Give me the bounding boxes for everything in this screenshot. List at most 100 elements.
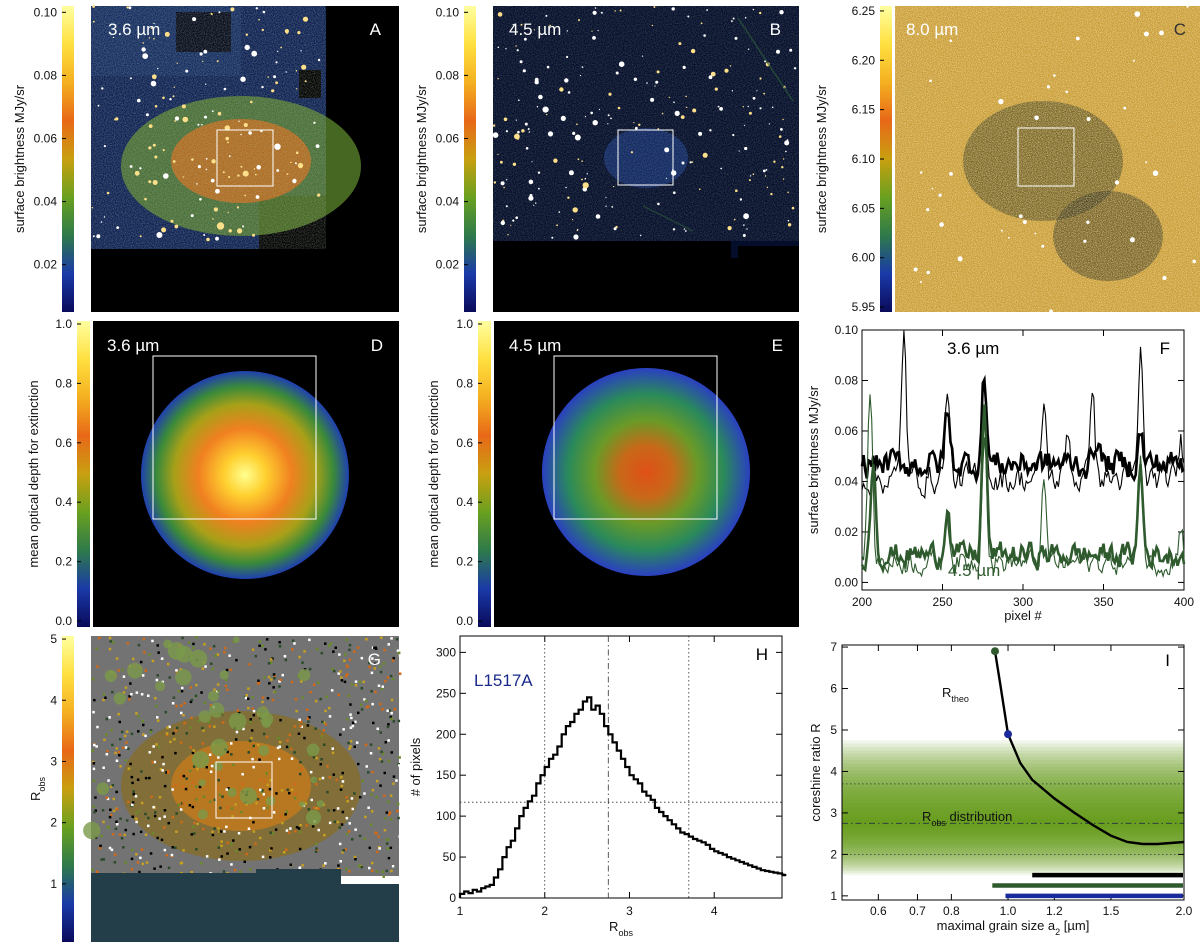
pixel xyxy=(147,816,150,820)
star xyxy=(641,55,644,57)
pixel xyxy=(200,691,203,694)
star xyxy=(689,161,692,164)
star xyxy=(1034,115,1039,121)
star xyxy=(633,121,635,124)
star xyxy=(527,128,530,130)
star xyxy=(202,60,204,63)
star xyxy=(787,219,790,222)
y-tick-label: 3 xyxy=(830,806,837,820)
star xyxy=(731,90,734,92)
pixel xyxy=(313,806,316,810)
plot-frame xyxy=(459,635,783,899)
pixel xyxy=(337,864,340,867)
pixel xyxy=(195,798,198,801)
star xyxy=(773,160,776,163)
y-axis-label: surface brightness MJy/sr xyxy=(806,385,821,534)
pixel xyxy=(325,695,328,699)
pixel xyxy=(95,647,98,651)
pixel xyxy=(228,654,231,657)
pixel xyxy=(110,785,113,788)
star xyxy=(163,173,169,179)
pixel xyxy=(175,830,178,833)
star-residual xyxy=(298,801,306,808)
pixel xyxy=(105,717,108,721)
pixel xyxy=(130,857,134,861)
star xyxy=(493,181,497,184)
star xyxy=(531,161,533,163)
star xyxy=(782,178,785,180)
pixel xyxy=(129,762,132,766)
pixel xyxy=(179,741,183,744)
pixel xyxy=(328,776,332,779)
pixel xyxy=(232,839,235,842)
pixel xyxy=(289,863,293,866)
star xyxy=(222,171,225,174)
pixel xyxy=(306,724,310,727)
star-residual xyxy=(260,712,274,726)
pixel xyxy=(339,860,342,863)
pixel xyxy=(160,657,164,660)
panel-e-letter: E xyxy=(772,336,783,355)
pixel xyxy=(374,646,377,649)
star xyxy=(931,187,934,190)
pixel xyxy=(297,827,301,830)
pixel xyxy=(156,836,159,840)
pixel xyxy=(265,638,269,641)
pixel xyxy=(315,842,318,845)
pixel xyxy=(373,662,377,666)
y-tick-label: 150 xyxy=(436,768,456,782)
star xyxy=(204,115,207,119)
pixel xyxy=(201,742,205,745)
pixel xyxy=(298,847,302,851)
pixel xyxy=(307,753,311,756)
pixel xyxy=(102,698,105,702)
pixel xyxy=(111,783,115,787)
pixel xyxy=(279,740,282,744)
pixel xyxy=(181,785,184,788)
pixel xyxy=(105,733,108,736)
distribution-band xyxy=(842,756,1184,865)
panel-a-noise xyxy=(91,6,326,249)
pixel xyxy=(121,668,124,672)
pixel xyxy=(96,665,99,668)
star xyxy=(1152,170,1159,176)
pixel xyxy=(220,855,223,858)
pixel xyxy=(240,811,243,814)
pixel xyxy=(396,649,400,652)
colorbar-tick-label: 0.02 xyxy=(34,258,58,272)
pixel xyxy=(180,820,183,824)
pixel xyxy=(279,815,283,818)
pixel xyxy=(251,757,254,761)
star xyxy=(261,85,264,89)
colorbar-tick-label: 3 xyxy=(50,754,57,768)
pixel xyxy=(389,846,393,850)
pixel xyxy=(112,797,115,801)
star xyxy=(551,236,554,239)
pixel xyxy=(140,801,144,805)
pixel xyxy=(326,790,329,794)
pixel xyxy=(217,690,220,693)
pixel xyxy=(105,796,108,799)
star xyxy=(521,129,525,133)
pixel xyxy=(147,694,150,697)
pixel xyxy=(159,865,162,868)
pixel xyxy=(293,792,297,796)
pixel xyxy=(351,838,354,841)
pixel xyxy=(268,682,271,685)
pixel xyxy=(308,667,312,671)
pixel xyxy=(386,847,390,850)
pixel xyxy=(149,852,153,855)
star xyxy=(691,161,694,163)
pixel xyxy=(238,848,241,851)
colorbar-tick-label: 0.2 xyxy=(456,555,473,569)
pixel xyxy=(114,751,117,755)
pixel xyxy=(258,640,262,643)
pixel xyxy=(140,693,144,696)
colorbar-tick-label: 6.10 xyxy=(852,152,876,166)
pixel xyxy=(242,727,245,731)
pixel xyxy=(167,866,171,870)
pixel xyxy=(386,709,389,712)
pixel xyxy=(371,657,374,660)
pixel xyxy=(119,737,122,741)
pixel xyxy=(96,725,99,729)
